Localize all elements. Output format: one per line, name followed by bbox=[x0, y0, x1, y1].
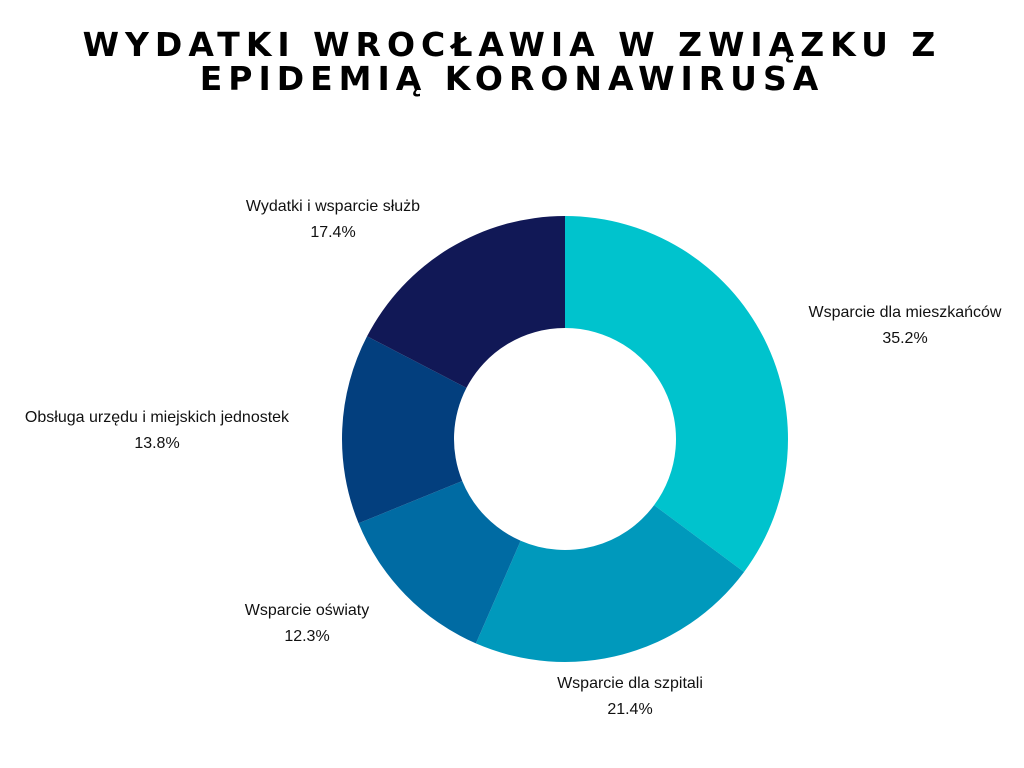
slice-value-wsparcie-dla-mieszkancow: 35.2% bbox=[882, 330, 927, 347]
slice-label-wsparcie-dla-mieszkancow: Wsparcie dla mieszkańców bbox=[809, 304, 1002, 321]
slice-labels: Wsparcie dla mieszkańców 35.2% Wsparcie dl… bbox=[25, 198, 1002, 718]
slice-wsparcie-dla-szpitali bbox=[475, 505, 745, 662]
slice-value-wsparcie-dla-szpitali: 21.4% bbox=[607, 701, 652, 718]
slice-label-wsparcie-dla-szpitali: Wsparcie dla szpitali bbox=[557, 675, 703, 692]
slice-wydatki-i-wsparcie-sluzb bbox=[367, 216, 565, 388]
slice-obsluga-urzedu-i-miejskich-jednostek bbox=[342, 336, 467, 524]
slice-wsparcie-oswiaty bbox=[358, 480, 521, 644]
slice-label-obsluga-urzedu-i-miejskich-jednostek: Obsługa urzędu i miejskich jednostek bbox=[25, 409, 290, 426]
slice-label-wydatki-i-wsparcie-sluzb: Wydatki i wsparcie służb bbox=[246, 198, 420, 215]
slice-wsparcie-dla-mieszkancow bbox=[565, 216, 789, 572]
chart-title: Wydatki Wrocławia w związku z epidemią k… bbox=[82, 25, 942, 98]
slice-value-obsluga-urzedu-i-miejskich-jednostek: 13.8% bbox=[134, 435, 179, 452]
slice-value-wydatki-i-wsparcie-sluzb: 17.4% bbox=[310, 224, 355, 241]
donut-slices bbox=[342, 216, 789, 662]
slice-value-wsparcie-oswiaty: 12.3% bbox=[284, 628, 329, 645]
slice-label-wsparcie-oswiaty: Wsparcie oświaty bbox=[245, 602, 369, 619]
